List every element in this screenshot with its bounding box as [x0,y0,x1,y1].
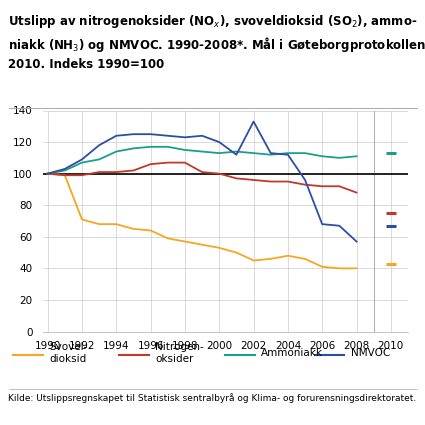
Text: NMVOC: NMVOC [351,348,390,358]
Text: Nitrogen-
oksider: Nitrogen- oksider [155,342,204,363]
Text: Utslipp av nitrogenoksider (NO$_x$), svoveldioksid (SO$_2$), ammo-
niakk (NH$_3$: Utslipp av nitrogenoksider (NO$_x$), svo… [8,13,425,71]
Text: Kilde: Utslippsregnskapet til Statistisk sentralbyrå og Klima- og forurensningsd: Kilde: Utslippsregnskapet til Statistisk… [8,393,417,403]
Text: Ammoniakk: Ammoniakk [261,348,323,358]
Text: Svovel-
dioksid: Svovel- dioksid [49,342,87,363]
